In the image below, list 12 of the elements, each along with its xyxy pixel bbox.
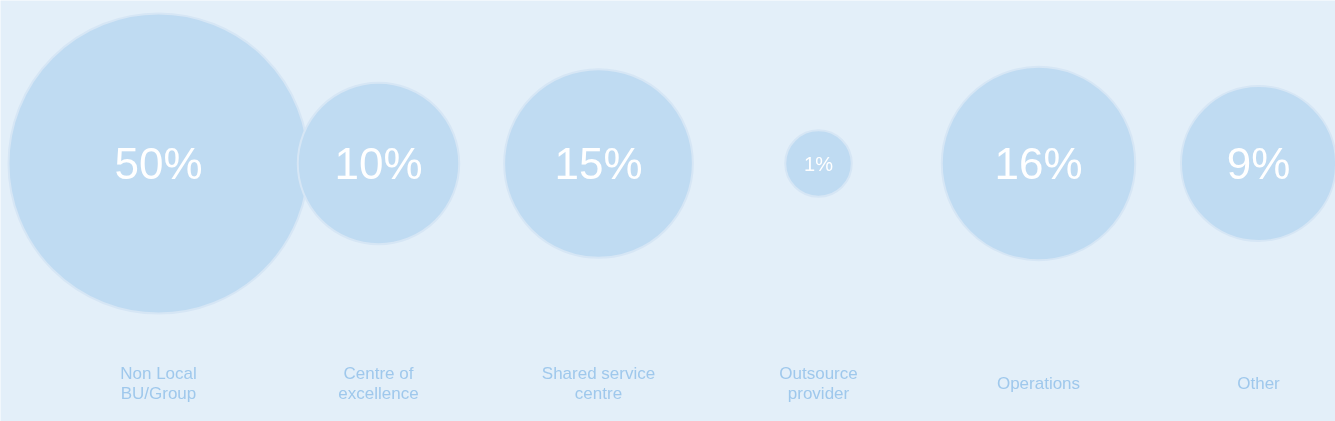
category-label: Other bbox=[1237, 374, 1281, 393]
data-label: 1% bbox=[804, 152, 834, 175]
category-label: Outsource provider bbox=[779, 363, 858, 404]
category-label: Shared service centre bbox=[541, 363, 656, 404]
data-label: 10% bbox=[334, 139, 423, 188]
data-label: 9% bbox=[1226, 139, 1291, 188]
category-label: Non Local BU/Group bbox=[120, 363, 197, 404]
data-label: 16% bbox=[994, 139, 1083, 188]
category-label: Operations bbox=[996, 374, 1081, 393]
data-label: 50% bbox=[114, 139, 203, 188]
data-label: 15% bbox=[554, 139, 643, 188]
category-label: Centre of excellence bbox=[338, 363, 419, 404]
